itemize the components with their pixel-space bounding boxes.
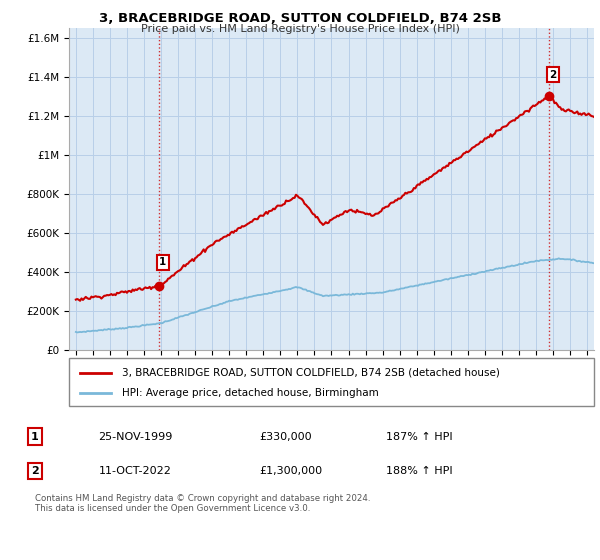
Text: 2: 2: [31, 466, 39, 476]
Text: 2: 2: [549, 70, 556, 80]
Text: 1: 1: [31, 432, 39, 442]
Text: £1,300,000: £1,300,000: [260, 466, 323, 476]
Text: Contains HM Land Registry data © Crown copyright and database right 2024.
This d: Contains HM Land Registry data © Crown c…: [35, 494, 371, 513]
Text: HPI: Average price, detached house, Birmingham: HPI: Average price, detached house, Birm…: [121, 388, 378, 398]
Text: 188% ↑ HPI: 188% ↑ HPI: [386, 466, 453, 476]
Text: 1: 1: [159, 257, 166, 267]
Text: £330,000: £330,000: [260, 432, 313, 442]
Text: 25-NOV-1999: 25-NOV-1999: [98, 432, 173, 442]
Text: 187% ↑ HPI: 187% ↑ HPI: [386, 432, 453, 442]
Text: Price paid vs. HM Land Registry's House Price Index (HPI): Price paid vs. HM Land Registry's House …: [140, 24, 460, 34]
Text: 11-OCT-2022: 11-OCT-2022: [98, 466, 171, 476]
Text: 3, BRACEBRIDGE ROAD, SUTTON COLDFIELD, B74 2SB (detached house): 3, BRACEBRIDGE ROAD, SUTTON COLDFIELD, B…: [121, 368, 499, 377]
Text: 3, BRACEBRIDGE ROAD, SUTTON COLDFIELD, B74 2SB: 3, BRACEBRIDGE ROAD, SUTTON COLDFIELD, B…: [99, 12, 501, 25]
